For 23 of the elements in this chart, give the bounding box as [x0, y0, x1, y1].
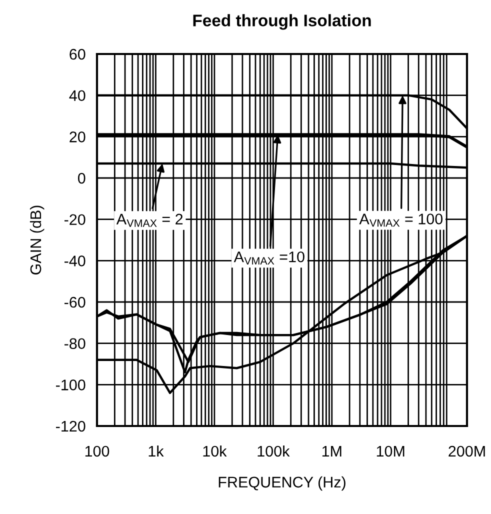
x-axis-title: FREQUENCY (Hz) [218, 476, 346, 491]
x-tick-label: 1M [322, 446, 342, 457]
y-tick-label: 40 [69, 90, 86, 102]
x-tick-label: 10M [376, 446, 404, 457]
x-tick-label: 200M [448, 446, 485, 457]
x-tick-label: 100k [258, 445, 290, 457]
annotation: A$_{VMAX}$ = 2 [116, 214, 183, 227]
y-axis-title: GAIN (dB) [30, 206, 44, 274]
y-tick-label: -80 [64, 338, 86, 350]
annotation: A$_{VMAX}$ = 100 [359, 214, 443, 227]
chart-title: Feed through Isolation [193, 14, 371, 30]
x-tick-label: 10k [203, 445, 227, 457]
x-tick-label: 1k [148, 445, 164, 457]
y-tick-label: -100 [56, 380, 86, 390]
y-tick-label: -60 [64, 296, 86, 308]
annotation: A$_{VMAX}$ =10 [234, 251, 304, 265]
y-tick-label: 20 [70, 132, 86, 142]
y-tick-label: -40 [64, 256, 86, 266]
y-tick-label: 0 [78, 172, 86, 184]
y-tick-label: -120 [56, 420, 86, 432]
y-tick-label: -20 [64, 214, 86, 226]
x-tick-label: 100 [85, 446, 110, 457]
y-tick-label: 60 [70, 48, 86, 60]
